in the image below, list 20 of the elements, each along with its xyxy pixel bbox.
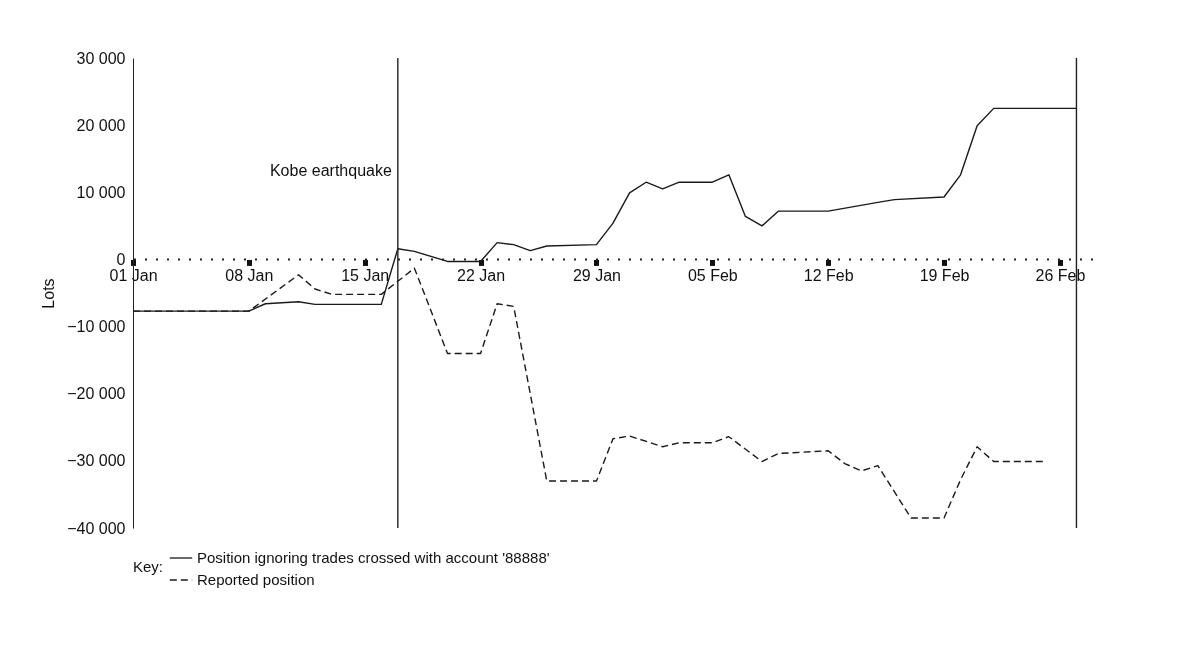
ref-line-label: Kobe earthquake: [269, 161, 392, 179]
y-tick-label: −40 000: [67, 519, 126, 537]
y-tick-label: 10 000: [76, 183, 126, 201]
x-tick-label: 08 Jan: [225, 266, 274, 284]
y-tick-label: 0: [116, 250, 126, 268]
y-tick-label: −30 000: [67, 452, 126, 470]
legend-label: Reported position: [197, 571, 315, 588]
legend-label: Position ignoring trades crossed with account '88888': [197, 549, 550, 566]
legend-title: Key:: [133, 558, 164, 575]
x-tick-label: 15 Jan: [341, 266, 390, 284]
x-tick-label: 19 Feb: [919, 266, 970, 284]
y-tick-label: −10 000: [67, 318, 126, 336]
y-tick-label: 20 000: [76, 116, 126, 134]
y-tick-label: 30 000: [76, 49, 126, 67]
x-tick-label: 05 Feb: [687, 266, 738, 284]
x-tick-label: 29 Jan: [572, 266, 621, 284]
y-axis-title: Lots: [40, 278, 58, 309]
x-tick-label: 22 Jan: [457, 266, 506, 284]
y-tick-label: −20 000: [67, 385, 126, 403]
x-tick-label: 12 Feb: [803, 266, 854, 284]
